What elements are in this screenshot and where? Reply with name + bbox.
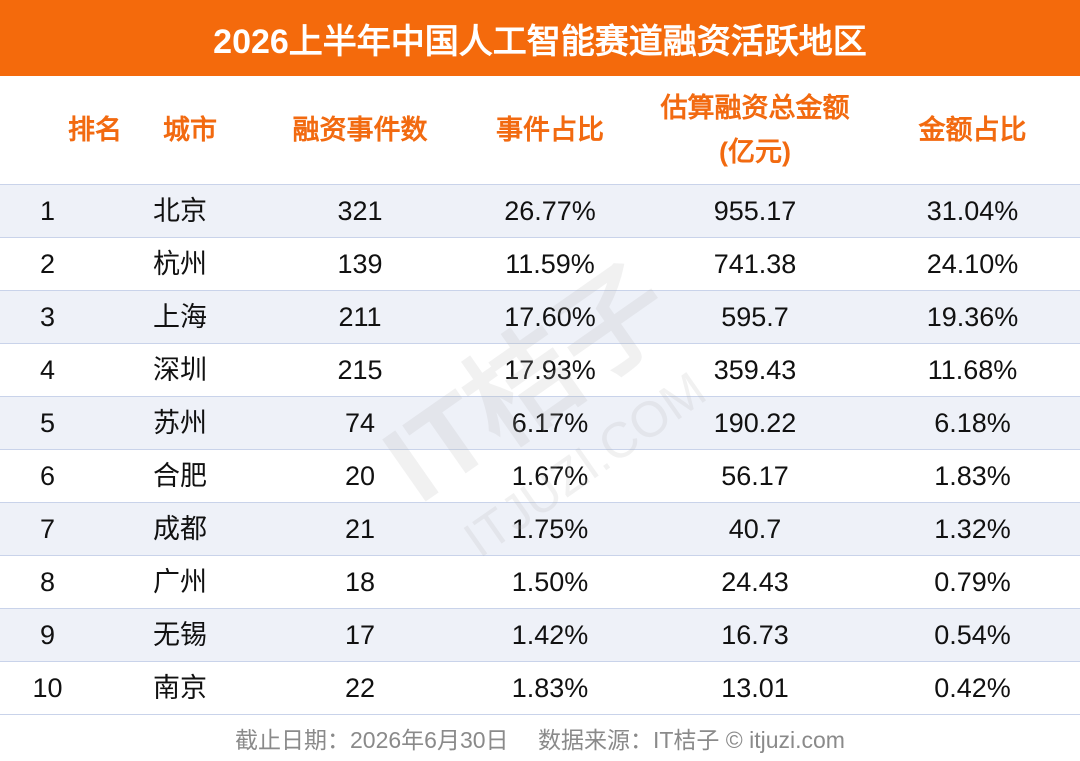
table-cell: 11.68% [927,355,1018,385]
header-text: 金额占比 [918,115,1027,145]
header-cell: 城市 [95,108,265,152]
table-cell: 1.42% [511,620,589,650]
footer: 截止日期：2026年6月30日 数据来源：IT桔子 © itjuzi.com [235,727,845,753]
table: 排名 城市 融资事件数 事件占比 估算融资总金额(亿元) 金额占比 1 北京 321 26.77%… [0,76,1080,715]
table-cell: 0.54% [934,620,1011,650]
header-text: 城市 [163,115,217,145]
table-cell: 955.17 [713,196,797,226]
table-cell: 17 [344,620,376,650]
table-cell: 16.73 [721,620,789,650]
table-cell: 9 [39,620,56,650]
table-cell: 6.17% [511,408,589,438]
table-cell: 无锡 [153,620,207,650]
table-cell: 苏州 [153,408,207,438]
table-cell: 11.59% [505,249,595,279]
table-cell: 1.83% [511,673,589,703]
table-cell: 3 [39,302,56,332]
table-cell: 6 [39,461,56,491]
table-cell: 321 [337,196,383,226]
table-cell: 17.93% [504,355,596,385]
table-row: 7 成都 21 1.75% 40.7 1.32% [0,503,1080,556]
table-cell: 20 [344,461,376,491]
header-cell: 金额占比 [865,108,1080,152]
table-cell: 10 [32,673,63,703]
table-cell: 1 [39,196,56,226]
table-cell: 4 [39,355,56,385]
table-cell: 6.18% [934,408,1011,438]
table-cell: 359.43 [713,355,797,385]
table-cell: 211 [338,302,382,332]
table-cell: 1.75% [511,514,589,544]
table-cell: 26.77% [504,196,596,226]
table-cell: 1.32% [934,514,1011,544]
header-cell: 排名 [0,108,122,152]
table-row: 3 上海 211 17.60% 595.7 19.36% [0,291,1080,344]
table-cell: 成都 [153,514,207,544]
table-cell: 2 [39,249,56,279]
header-text: 融资事件数 [292,115,428,145]
table-cell: 190.22 [713,408,797,438]
table-cell: 13.01 [721,673,789,703]
table-row: 6 合肥 20 1.67% 56.17 1.83% [0,450,1080,503]
table-cell: 1.50% [511,567,589,597]
table-cell: 21 [344,514,376,544]
table-cell: 139 [337,249,383,279]
table-cell: 56.17 [721,461,789,491]
header-text: 估算融资总金额(亿元) [660,93,850,167]
table-cell: 7 [39,514,56,544]
table-cell: 0.79% [934,567,1011,597]
table-cell: 40.7 [728,514,782,544]
table-cell: 74 [344,408,376,438]
table-cell: 741.38 [713,249,797,279]
table-row: 10 南京 22 1.83% 13.01 0.42% [0,662,1080,715]
table-cell: 19.36% [926,302,1019,332]
header-text: 排名 [68,115,122,145]
table-cell: 深圳 [153,355,207,385]
table-cell: 北京 [153,196,207,226]
table-row: 5 苏州 74 6.17% 190.22 6.18% [0,397,1080,450]
table-row: 8 广州 18 1.50% 24.43 0.79% [0,556,1080,609]
header-text: 事件占比 [496,115,604,145]
table-cell: 595.7 [721,302,789,332]
table-cell: 5 [39,408,56,438]
header-cell: 估算融资总金额(亿元) [645,86,865,174]
title: 2026上半年中国人工智能赛道融资活跃地区 [0,0,1080,76]
table-cell: 31.04% [926,196,1019,226]
table-cell: 0.42% [934,673,1011,703]
header-row: 排名 城市 融资事件数 事件占比 估算融资总金额(亿元) 金额占比 [0,76,1080,185]
table-cell: 22 [344,673,376,703]
table-row: 1 北京 321 26.77% 955.17 31.04% [0,185,1080,238]
table-cell: 8 [39,567,56,597]
table-cell: 广州 [153,567,207,597]
table-cell: 杭州 [153,249,207,279]
table-cell: 合肥 [153,461,207,491]
table-cell: 24.43 [721,567,789,597]
table-cell: 18 [344,567,376,597]
table-row: 4 深圳 215 17.93% 359.43 11.68% [0,344,1080,397]
table-row: 2 杭州 139 11.59% 741.38 24.10% [0,238,1080,291]
table-row: 9 无锡 17 1.42% 16.73 0.54% [0,609,1080,662]
table-cell: 24.10% [926,249,1019,279]
table-cell: 南京 [153,673,207,703]
table-cell: 1.83% [934,461,1011,491]
header-cell: 融资事件数 [265,108,455,152]
table-cell: 1.67% [511,461,589,491]
table-cell: 上海 [153,302,207,332]
table-cell: 17.60% [504,302,596,332]
table-cell: 215 [337,355,383,385]
header-cell: 事件占比 [455,108,645,152]
